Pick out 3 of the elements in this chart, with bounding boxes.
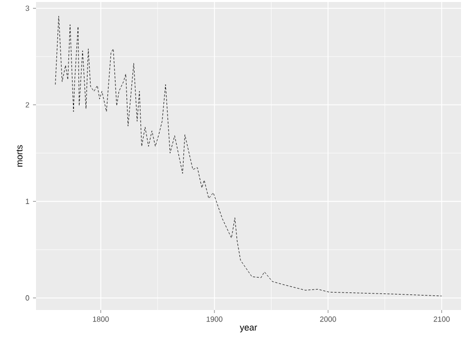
y-axis-title: morts xyxy=(16,145,22,167)
x-axis-title: year xyxy=(240,326,258,332)
line-series xyxy=(55,16,442,296)
